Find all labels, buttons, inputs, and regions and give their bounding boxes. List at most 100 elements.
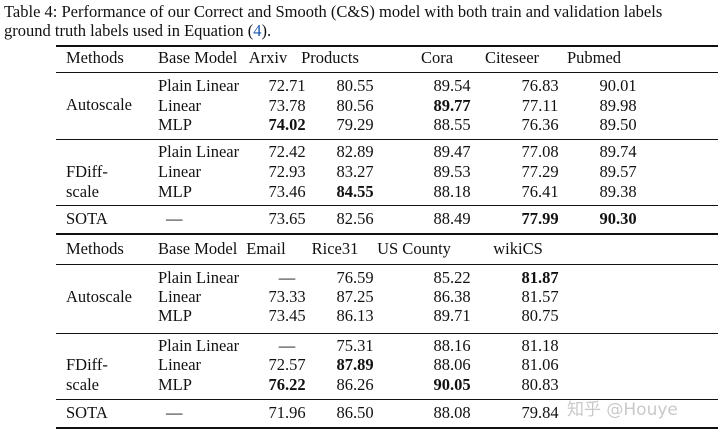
table-cell: 76.41: [521, 182, 559, 201]
base-model-label: Linear: [158, 96, 202, 115]
header-rule: [56, 264, 718, 265]
table-cell: 88.55: [433, 115, 471, 134]
table-bottom-rule: [56, 427, 718, 429]
table-cell: 89.47: [433, 142, 471, 161]
method-label: SOTA: [66, 403, 108, 422]
table-cell: 77.29: [521, 162, 559, 181]
table-cell: 89.74: [599, 142, 637, 161]
column-header: Email: [246, 239, 286, 258]
table-cell: 76.22: [268, 375, 306, 394]
table-cell: 73.78: [268, 96, 306, 115]
table-cell: 89.77: [433, 96, 471, 115]
section-separator-rule: [56, 233, 718, 235]
table-cell: —: [278, 336, 296, 355]
caption-line-1: Table 4: Performance of our Correct and …: [4, 2, 663, 21]
table-cell: 89.38: [599, 182, 637, 201]
table-cell: 88.08: [433, 403, 471, 422]
base-model-label: Plain Linear: [158, 76, 240, 95]
table-cell: 77.99: [521, 209, 559, 228]
base-model-label: Plain Linear: [158, 268, 240, 287]
table-cell: 87.89: [336, 355, 374, 374]
table-cell: 90.30: [599, 209, 637, 228]
table-cell: 89.50: [599, 115, 637, 134]
column-header: Base Model: [158, 239, 238, 258]
column-header: Methods: [66, 239, 124, 258]
table-cell: 88.06: [433, 355, 471, 374]
column-header: Pubmed: [566, 48, 622, 67]
table-cell: 86.26: [336, 375, 374, 394]
table-cell: 83.27: [336, 162, 374, 181]
table-cell: 74.02: [268, 115, 306, 134]
table-cell: 84.55: [336, 182, 374, 201]
method-label: SOTA: [66, 209, 108, 228]
table-cell: 82.89: [336, 142, 374, 161]
caption-line-2-prefix: ground truth labels used in Equation (: [4, 21, 254, 40]
table-cell: 81.18: [521, 336, 559, 355]
base-model-label: —: [166, 403, 183, 422]
table-cell: 73.45: [268, 306, 306, 325]
table-cell: 72.93: [268, 162, 306, 181]
base-model-label: Linear: [158, 162, 202, 181]
method-label: FDiff-: [66, 162, 108, 181]
column-header: Base Model: [158, 48, 238, 67]
caption-line-2: ground truth labels used in Equation (4)…: [4, 21, 720, 40]
group-separator-rule: [56, 139, 718, 140]
method-label: scale: [66, 182, 99, 201]
table-top-rule: [56, 45, 718, 47]
table-cell: 75.31: [336, 336, 374, 355]
column-header: Arxiv: [248, 48, 288, 67]
table-caption: Table 4: Performance of our Correct and …: [4, 2, 720, 40]
header-rule: [56, 72, 718, 73]
table-cell: 89.53: [433, 162, 471, 181]
table-cell: 76.36: [521, 115, 559, 134]
base-model-label: MLP: [158, 182, 192, 201]
group-separator-rule: [56, 399, 718, 400]
base-model-label: MLP: [158, 115, 192, 134]
table-cell: 90.01: [599, 76, 637, 95]
table-cell: 73.65: [268, 209, 306, 228]
column-header: wikiCS: [493, 239, 543, 258]
table-cell: 76.59: [336, 268, 374, 287]
group-separator-rule: [56, 333, 718, 334]
table-cell: 79.84: [521, 403, 559, 422]
base-model-label: Plain Linear: [158, 142, 240, 161]
table-cell: 86.38: [433, 287, 471, 306]
base-model-label: Linear: [158, 355, 202, 374]
table-cell: —: [278, 268, 296, 287]
table-cell: 72.71: [268, 76, 306, 95]
method-label: Autoscale: [66, 287, 132, 306]
base-model-label: Linear: [158, 287, 202, 306]
table-cell: 89.98: [599, 96, 637, 115]
table-cell: 77.08: [521, 142, 559, 161]
table-cell: 79.29: [336, 115, 374, 134]
table-cell: 73.46: [268, 182, 306, 201]
table-cell: 72.42: [268, 142, 306, 161]
table-cell: 90.05: [433, 375, 471, 394]
table-cell: 80.55: [336, 76, 374, 95]
equation-reference-link[interactable]: 4: [253, 21, 262, 40]
table-cell: 73.33: [268, 287, 306, 306]
table-cell: 88.49: [433, 209, 471, 228]
base-model-label: —: [166, 209, 183, 228]
method-label: Autoscale: [66, 95, 132, 114]
caption-line-2-suffix: ).: [261, 21, 272, 40]
column-header: US County: [377, 239, 451, 258]
table-cell: 89.71: [433, 306, 471, 325]
table-cell: 80.56: [336, 96, 374, 115]
table-cell: 86.50: [336, 403, 374, 422]
column-header: Rice31: [311, 239, 359, 258]
table-cell: 76.83: [521, 76, 559, 95]
table-cell: 86.13: [336, 306, 374, 325]
column-header: Methods: [66, 48, 124, 67]
table-cell: 72.57: [268, 355, 306, 374]
table-cell: 81.06: [521, 355, 559, 374]
table-cell: 89.57: [599, 162, 637, 181]
method-label: scale: [66, 375, 99, 394]
base-model-label: Plain Linear: [158, 336, 240, 355]
table-cell: 80.75: [521, 306, 559, 325]
table-cell: 81.87: [521, 268, 559, 287]
table-cell: 81.57: [521, 287, 559, 306]
column-header: Cora: [420, 48, 454, 67]
column-header: Products: [301, 48, 359, 67]
group-separator-rule: [56, 205, 718, 206]
